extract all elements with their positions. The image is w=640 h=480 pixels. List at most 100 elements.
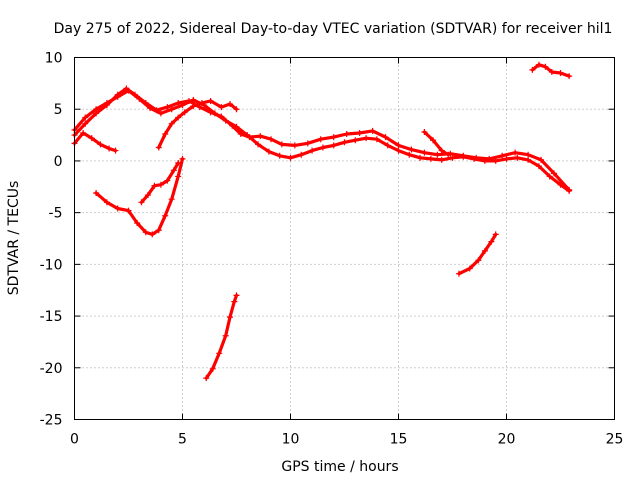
y-tick-label: -20 [40,361,63,377]
data-point [406,151,413,158]
series-arc-10 [421,128,452,158]
data-point [233,292,240,299]
x-tick-labels: 0 5 10 15 20 25 [70,432,623,448]
data-point [82,120,89,127]
data-point [157,110,164,117]
data-point [421,149,428,156]
series-trace [204,293,239,380]
data-point [155,227,162,234]
x-axis-title: GPS time / hours [281,459,398,475]
y-axis-title: SDTVAR / TECUs [6,181,22,296]
data-point [535,163,542,170]
data-point [162,212,169,219]
x-tick-label: 10 [282,432,300,448]
data-point [551,170,558,177]
series-trace [457,232,498,276]
data-point [125,87,132,94]
data-point [190,103,197,110]
data-point [190,96,197,103]
data-point [211,110,218,117]
data-point [557,181,564,188]
data-point [492,157,499,164]
y-tick-label: 5 [54,102,63,118]
data-point [548,68,555,75]
data-point [557,70,564,77]
series-arc-9 [529,61,573,80]
x-tick-label: 25 [606,432,624,448]
data-point [222,117,229,124]
plot-frame [74,57,615,420]
data-point [138,199,145,206]
x-tick-label: 20 [498,432,516,448]
data-point [434,151,441,158]
data-point [162,131,169,138]
data-point [525,156,532,163]
data-point [114,205,121,212]
data-point [427,155,434,162]
data-point [438,156,445,163]
data-point [309,147,316,154]
data-point [529,66,536,73]
data-point [382,134,389,141]
data-point [175,100,182,107]
data-point [265,148,272,155]
data-point [330,142,337,149]
data-point [304,140,311,147]
data-point [144,192,151,199]
x-tick-label: 0 [70,432,79,448]
data-point [373,136,380,143]
data-point [538,156,545,163]
data-point [93,106,100,113]
data-point [164,177,171,184]
series-trace [94,157,185,236]
series-arc-5 [93,155,186,238]
data-point [291,142,298,149]
data-point [341,139,348,146]
data-point [514,154,521,161]
data-point [417,154,424,161]
data-point [276,152,283,159]
data-point [481,247,488,254]
data-point [460,153,467,160]
data-point [278,141,285,148]
data-point [352,137,359,144]
series-arc-8 [455,231,499,277]
data-point [449,154,456,161]
x-tick-label: 15 [390,432,408,448]
data-point [546,173,553,180]
data-point [106,145,113,152]
data-point [97,141,104,148]
data-point [168,120,175,127]
data-point [488,238,495,245]
data-point [231,298,238,305]
data-point [80,130,87,137]
data-point [503,155,510,162]
data-point [499,152,506,159]
data-point [170,167,177,174]
data-point [430,137,437,144]
grid [74,57,615,420]
series-arc-3 [71,130,119,154]
y-tick-label: 0 [54,154,63,170]
data-point [492,231,499,238]
series-arc-1 [71,85,573,193]
y-tick-label: -15 [40,309,63,325]
data-point [384,142,391,149]
data-point [438,147,445,154]
data-point [257,133,264,140]
data-point [179,102,186,109]
data-point [142,229,149,236]
data-point [471,155,478,162]
data-point [112,147,119,154]
data-point [566,187,573,194]
data-point [268,136,275,143]
data-point [475,257,482,264]
y-tick-label: 10 [45,51,63,67]
data-point [82,114,89,121]
data-point [168,106,175,113]
data-point [198,100,205,107]
series-trace [72,89,571,193]
x-tick-label: 5 [178,432,187,448]
data-point [287,154,294,161]
